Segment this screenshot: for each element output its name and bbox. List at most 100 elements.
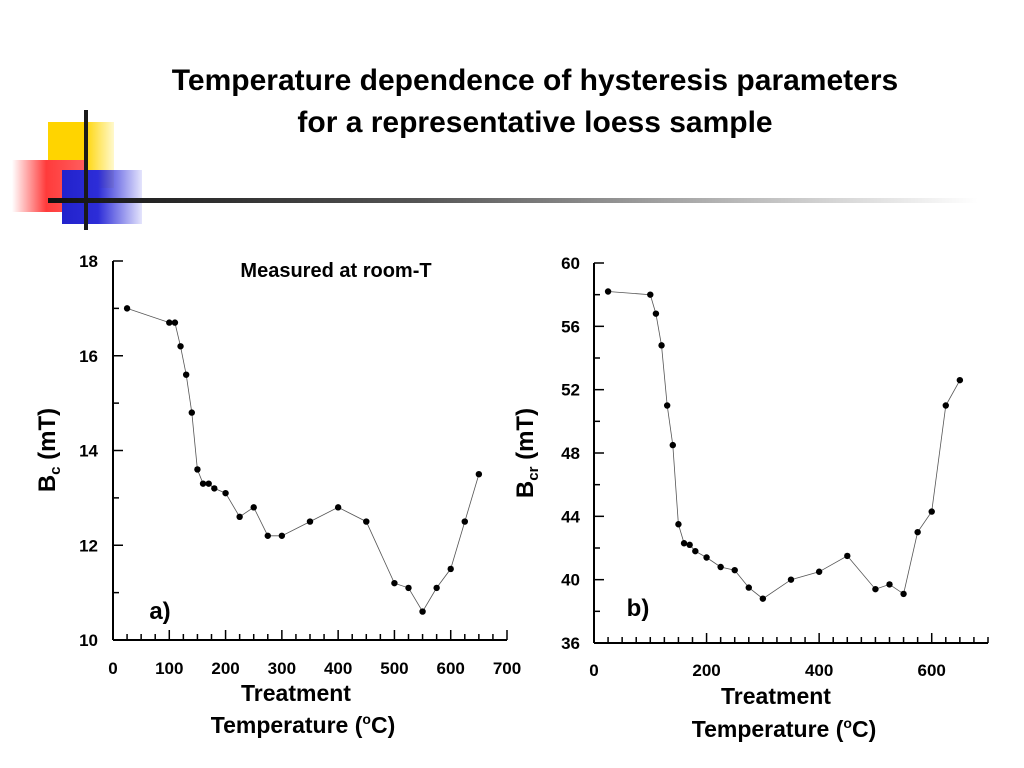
chart-a-data-point — [278, 532, 286, 539]
chart-a-data-point — [182, 371, 190, 378]
chart-a-y-tick-label: 18 — [79, 252, 98, 271]
chart-b-series-line — [608, 291, 961, 600]
chart-a-data-point — [199, 480, 207, 487]
chart-a-data-point — [177, 343, 184, 350]
chart-b-data-point — [745, 584, 752, 591]
chart-a-x-tick-label: 0 — [108, 659, 117, 678]
chart-b-x-tick-label: 600 — [918, 661, 946, 680]
chart-b-x-tick-label: 0 — [589, 661, 598, 680]
chart-a-data-point — [205, 480, 212, 487]
chart-a-data-point — [391, 579, 398, 587]
chart-a-data-point — [447, 565, 454, 573]
decor-horizontal-rule — [48, 198, 978, 203]
chart-b-y-tick-label: 40 — [561, 571, 580, 590]
chart-a-xlabel-line2: Temperature (oC) — [211, 711, 396, 738]
chart-a-x-tick-label: 400 — [324, 659, 352, 678]
chart-b-data-point — [663, 402, 671, 409]
chart-b-data-point — [686, 541, 693, 549]
chart-a-y-tick-label: 10 — [79, 631, 98, 650]
chart-a-ylabel-sub: c — [47, 466, 64, 474]
chart-a-bc: Measured at room-T a) Bc (mT) Treatment … — [34, 252, 521, 738]
chart-b-data-point — [658, 342, 665, 349]
chart-b-ylabel-sub: cr — [525, 466, 542, 480]
chart-b-data-point — [652, 310, 660, 317]
chart-b-y-tick-label: 52 — [561, 381, 580, 400]
chart-a-data-point — [171, 319, 179, 326]
chart-a-ylabel-rest: (mT) — [34, 408, 61, 467]
chart-b-data-point — [956, 376, 964, 384]
chart-b-data-point — [928, 508, 935, 515]
chart-b-xlabel-post: C) — [852, 716, 876, 742]
chart-a-data-point — [123, 305, 131, 312]
chart-b-bcr: b) Bcr (mT) Treatment Temperature (oC) 0… — [512, 254, 989, 742]
chart-a-data-point — [264, 532, 271, 539]
chart-b-data-point — [692, 547, 699, 555]
chart-a-x-tick-label: 700 — [493, 659, 521, 678]
decor-blue-square — [62, 170, 142, 224]
chart-a-x-tick-label: 200 — [211, 659, 239, 678]
chart-b-data-point — [717, 563, 724, 571]
slide-title: Temperature dependence of hysteresis par… — [171, 64, 899, 139]
chart-b-data-point — [680, 540, 688, 547]
chart-a-data-point — [306, 518, 314, 525]
chart-b-ylabel-main: B — [512, 481, 539, 498]
chart-b-x-tick-label: 400 — [805, 661, 833, 680]
chart-b-data-point — [872, 585, 879, 593]
chart-b-data-point — [759, 595, 767, 602]
chart-a-series-line — [126, 308, 480, 613]
chart-b-data-point — [886, 581, 893, 588]
chart-b-data-point — [900, 590, 907, 598]
chart-b-data-point — [703, 554, 710, 561]
chart-a-xlabel-line1: Treatment — [241, 680, 351, 706]
chart-a-xlabel-pre: Temperature ( — [211, 712, 363, 738]
chart-b-y-tick-label: 36 — [561, 634, 580, 653]
chart-b-y-tick-label: 56 — [561, 317, 580, 336]
chart-b-ylabel: Bcr (mT) — [512, 408, 542, 498]
chart-a-data-point — [475, 470, 483, 478]
chart-a-xlabel-sup: o — [362, 711, 371, 727]
chart-a-data-point — [194, 466, 201, 473]
chart-a-x-tick-label: 500 — [380, 659, 408, 678]
chart-b-data-point — [942, 402, 949, 409]
chart-b-xlabel-sup: o — [843, 715, 852, 731]
chart-b-y-tick-label: 48 — [561, 444, 580, 463]
chart-a-data-point — [433, 584, 440, 592]
chart-a-y-tick-label: 16 — [79, 347, 98, 366]
chart-b-data-point — [731, 566, 738, 574]
chart-b-xlabel-line2: Temperature (oC) — [692, 715, 877, 742]
chart-a-data-point — [461, 518, 468, 525]
chart-a-data-point — [166, 319, 173, 326]
chart-b-data-point — [787, 576, 795, 583]
chart-a-panel-label: a) — [149, 598, 170, 625]
chart-a-annotation: Measured at room-T — [240, 260, 431, 282]
chart-a-data-point — [211, 485, 218, 492]
chart-a-ylabel: Bc (mT) — [34, 408, 64, 492]
chart-a-data-point — [188, 409, 195, 416]
chart-a-y-tick-label: 12 — [79, 536, 98, 555]
chart-b-panel-label: b) — [627, 595, 650, 622]
chart-b-xlabel-line1: Treatment — [721, 683, 831, 709]
chart-b-xlabel-pre: Temperature ( — [692, 716, 844, 742]
chart-a-x-tick-label: 300 — [268, 659, 296, 678]
chart-a-data-point — [363, 518, 370, 525]
chart-b-ylabel-rest: (mT) — [512, 408, 539, 467]
chart-a-data-point — [236, 513, 243, 521]
chart-b-x-tick-label: 200 — [692, 661, 720, 680]
chart-a-x-tick-label: 600 — [437, 659, 465, 678]
chart-b-y-tick-label: 60 — [561, 254, 580, 273]
chart-b-data-point — [604, 288, 612, 295]
chart-b-data-point — [844, 552, 851, 560]
chart-b-y-tick-label: 44 — [561, 507, 580, 526]
chart-b-data-point — [675, 521, 682, 528]
chart-b-data-point — [669, 441, 676, 449]
chart-a-data-point — [250, 504, 257, 511]
chart-a-data-point — [222, 489, 229, 497]
chart-a-y-tick-label: 14 — [79, 442, 98, 461]
chart-a-data-point — [334, 504, 342, 511]
chart-a-data-point — [419, 608, 426, 615]
chart-b-data-point — [647, 291, 654, 298]
chart-b-data-point — [815, 568, 823, 575]
chart-a-x-tick-label: 100 — [155, 659, 183, 678]
chart-a-xlabel-post: C) — [371, 712, 395, 738]
